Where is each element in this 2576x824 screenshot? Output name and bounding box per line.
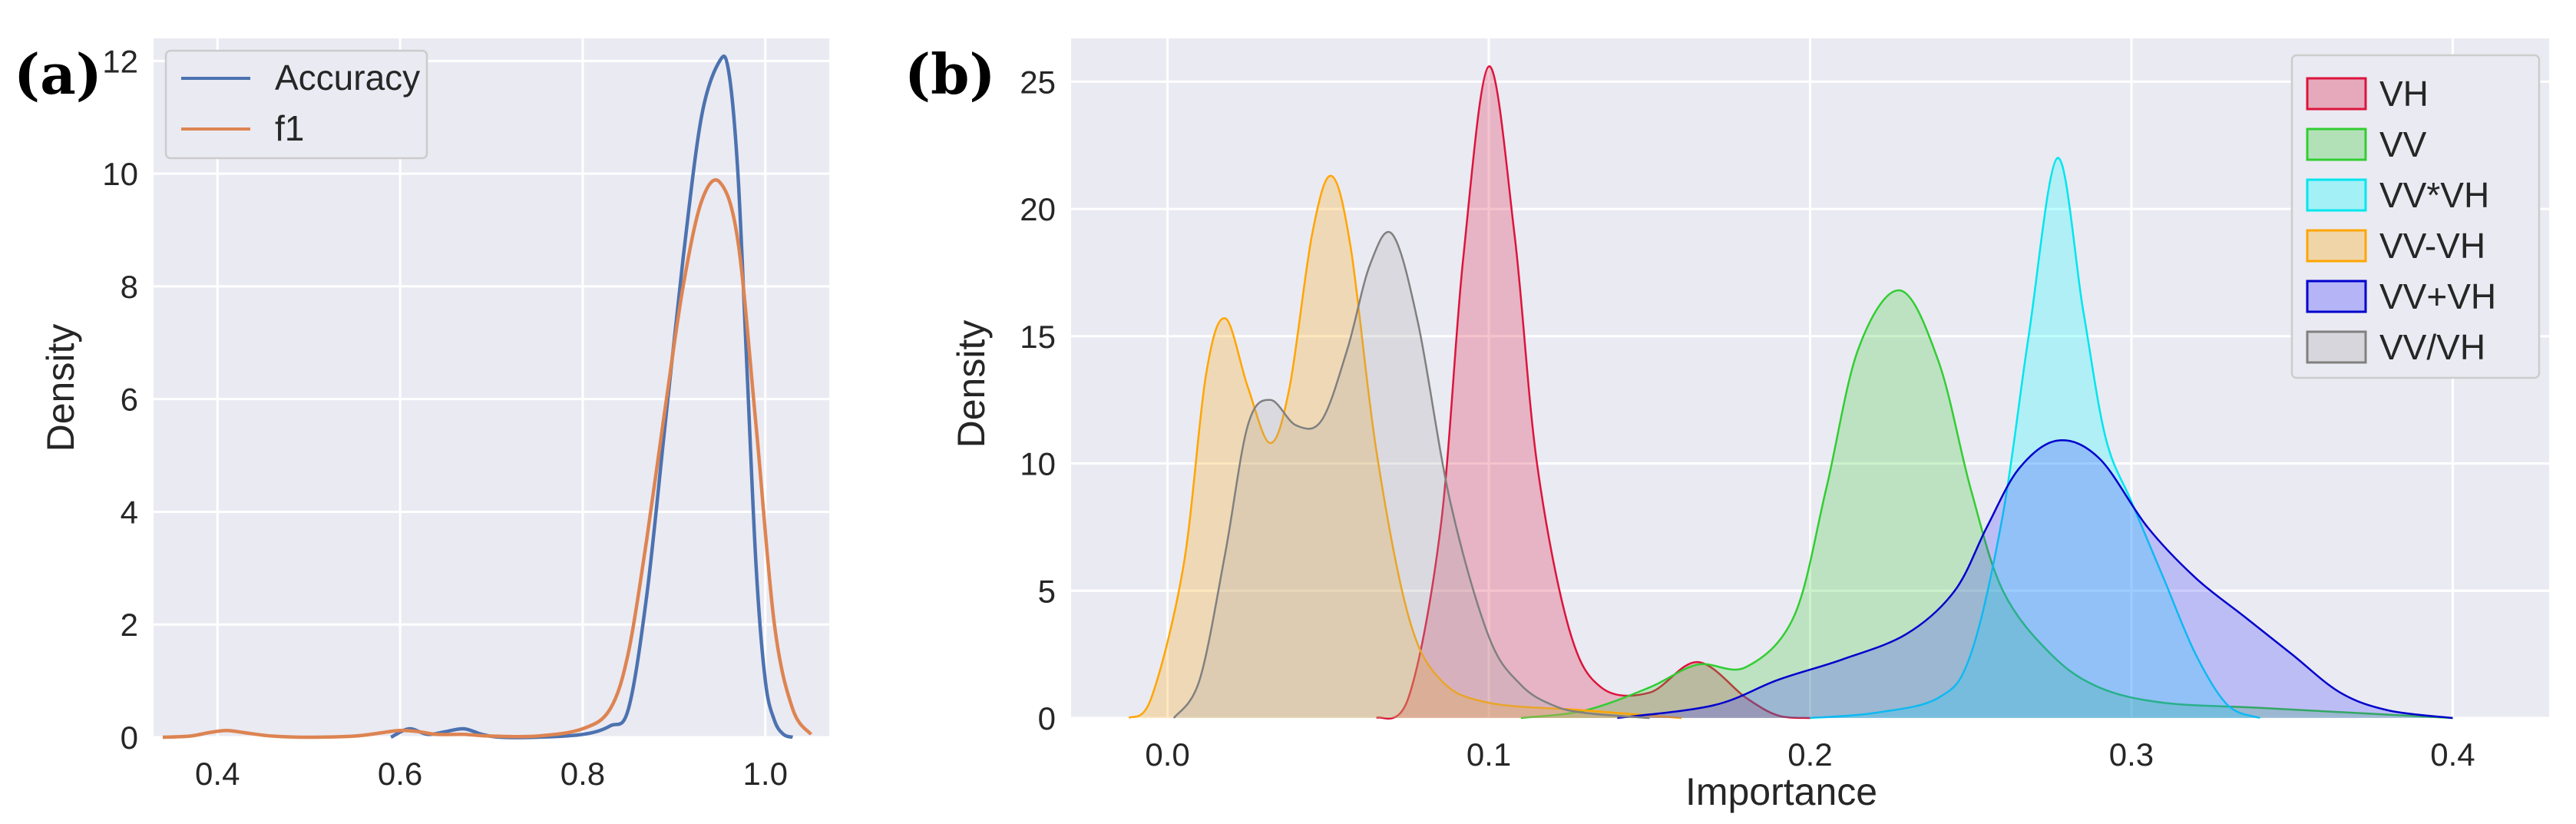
panel-b-x-axis-label: Importance — [1685, 770, 1877, 813]
x-tick-label: 0.6 — [378, 756, 422, 792]
panel-b-legend-box — [2290, 54, 2541, 379]
x-tick-label: 0.2 — [1787, 736, 1832, 773]
y-tick-label: 15 — [1020, 319, 1056, 355]
panel-a: (a) 0.4 0.6 0.8 1.0 0 2 4 6 8 10 12 Density Accur… — [14, 38, 829, 792]
series-line-vv-vh — [1128, 174, 1682, 720]
y-tick-label: 0 — [1038, 700, 1056, 736]
panel-a-letter: (a) — [14, 41, 102, 107]
series-line-vh — [1375, 65, 1810, 720]
legend-swatch-vh — [2306, 77, 2367, 111]
panel-a-grid — [154, 38, 829, 739]
x-tick-label: 0.8 — [561, 756, 605, 792]
y-tick-label: 2 — [121, 607, 138, 643]
panel-a-series — [162, 55, 813, 740]
panel-b-legend: VH VV VV*VH VV-VH VV+VH VV/VH — [2290, 54, 2541, 379]
series-line-vv-vh — [1810, 157, 2260, 720]
y-tick-label: 10 — [1020, 446, 1056, 482]
legend-label-vv-vh: VV/VH — [2379, 327, 2485, 367]
y-tick-label: 25 — [1020, 64, 1056, 100]
series-line-vv-vh — [1172, 230, 1650, 720]
panel-a-y-axis-label: Density — [39, 324, 82, 452]
y-tick-label: 12 — [102, 43, 138, 79]
x-tick-label: 0.0 — [1145, 736, 1189, 773]
x-tick-label: 0.4 — [2430, 736, 2475, 773]
y-tick-label: 10 — [102, 156, 138, 192]
y-tick-label: 4 — [121, 494, 138, 530]
series-area-vv — [1520, 290, 2453, 718]
legend-swatch-vv-vh — [2306, 178, 2367, 212]
series-area-vh — [1376, 66, 1810, 719]
x-tick-label: 1.0 — [743, 756, 788, 792]
panel-b: (b) 0.0 0.1 0.2 0.3 0.4 0 5 10 15 20 25 Importanc… — [904, 38, 2549, 813]
x-tick-label: 0.1 — [1467, 736, 1511, 773]
y-tick-label: 8 — [121, 269, 138, 305]
panel-b-series — [1128, 65, 2453, 720]
panel-b-y-axis-label: Density — [950, 320, 993, 448]
y-tick-label: 5 — [1038, 573, 1056, 609]
panel-a-legend: Accuracy f1 — [164, 49, 428, 160]
panel-b-x-ticks: 0.0 0.1 0.2 0.3 0.4 — [1145, 736, 2475, 773]
x-tick-label: 0.4 — [195, 756, 240, 792]
legend-swatch-vv-vh — [2306, 229, 2367, 263]
series-area-vv-vh — [1617, 440, 2453, 718]
legend-label-vh: VH — [2379, 74, 2429, 114]
panel-b-y-ticks: 0 5 10 15 20 25 — [1020, 64, 1056, 736]
panel-a-x-ticks: 0.4 0.6 0.8 1.0 — [195, 756, 788, 792]
y-tick-label: 6 — [121, 382, 138, 418]
y-tick-label: 0 — [121, 720, 138, 756]
legend-swatch-vv — [2306, 127, 2367, 161]
series-line-f1 — [162, 178, 813, 740]
legend-label-accuracy: Accuracy — [275, 58, 420, 98]
series-line-vv — [1520, 289, 2453, 720]
y-tick-label: 20 — [1020, 191, 1056, 227]
legend-label-vv-vh: VV-VH — [2379, 226, 2485, 266]
series-area-vv-vh — [1129, 175, 1682, 718]
series-area-vv-vh — [1810, 157, 2260, 718]
series-line-vv-vh — [1617, 439, 2453, 720]
legend-label-vv-vh: VV*VH — [2379, 175, 2489, 215]
panel-a-y-ticks: 0 2 4 6 8 10 12 — [102, 43, 138, 756]
legend-swatch-vv-vh — [2306, 330, 2367, 364]
legend-label-f1: f1 — [275, 108, 304, 148]
legend-swatch-vv-vh — [2306, 280, 2367, 313]
panel-b-letter: (b) — [904, 41, 995, 107]
legend-label-vv-vh: VV+VH — [2379, 276, 2496, 316]
legend-label-vv: VV — [2379, 124, 2427, 164]
series-area-vv-vh — [1173, 232, 1650, 718]
x-tick-label: 0.3 — [2109, 736, 2154, 773]
